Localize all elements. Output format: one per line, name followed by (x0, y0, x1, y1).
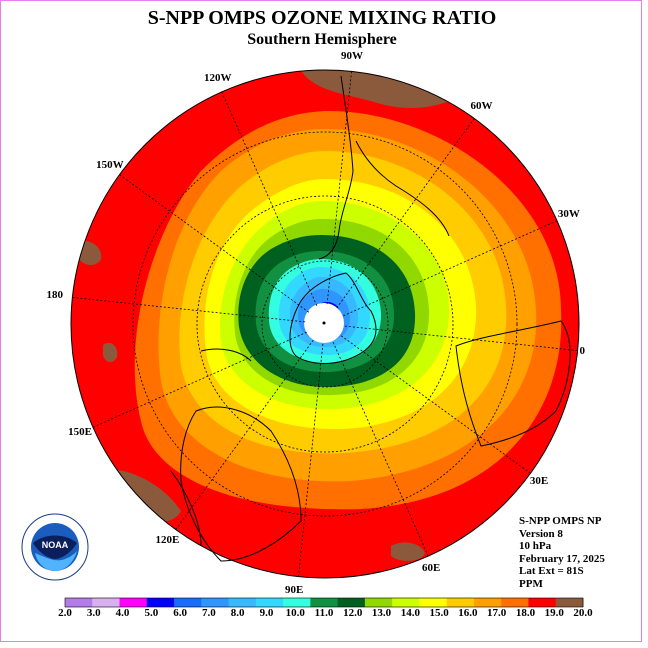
page-title: S-NPP OMPS OZONE MIXING RATIO (147, 7, 497, 29)
longitude-label: 120W (203, 72, 232, 85)
meridian-line (332, 342, 429, 557)
info-line: February 17, 2025 (519, 552, 605, 565)
colorbar-tick-label: 17.0 (487, 607, 507, 619)
colorbar-swatch (337, 598, 366, 607)
field-20ppm-patch (103, 342, 118, 363)
info-line: Lat Ext = 81S (519, 565, 584, 577)
colorbar-swatch (364, 598, 393, 607)
field-20ppm-patch (79, 240, 102, 265)
colorbar-swatch (146, 598, 175, 607)
meridian-line (175, 339, 314, 530)
colorbar-tick-label: 3.0 (86, 607, 101, 619)
meridians (72, 71, 578, 577)
colorbar-swatch (528, 598, 557, 607)
colorbar-swatch (201, 598, 230, 607)
meridian-line (92, 331, 307, 428)
graticule (132, 131, 518, 517)
colorbar-swatch (501, 598, 529, 607)
colorbar-swatch (65, 598, 93, 607)
meridian-line (221, 91, 318, 306)
meridian-line (72, 297, 306, 323)
coastlines (170, 75, 571, 562)
svg-text:NOAA: NOAA (42, 540, 69, 550)
longitude-label: 30E (529, 474, 549, 487)
longitude-label: 60E (422, 561, 441, 574)
colorbar-tick-label: 19.0 (544, 607, 564, 619)
colorbar-tick-label: 5.0 (144, 607, 159, 619)
colorbar-swatch (473, 598, 502, 607)
longitude-label: 0 (579, 345, 586, 357)
colorbar (64, 597, 584, 608)
colorbar-swatch (392, 598, 420, 607)
colorbar-tick-label: 10.0 (285, 607, 305, 619)
colorbar-swatch (255, 598, 284, 607)
colorbar-tick-label: 11.0 (314, 607, 334, 619)
map-border (70, 69, 580, 579)
meridian-line (119, 174, 310, 313)
colorbar-swatch (174, 598, 202, 607)
colorbar-swatch (419, 598, 448, 607)
colorbar-tick-label: 2.0 (58, 607, 72, 619)
colorbar-swatch (283, 598, 311, 607)
longitude-label: 60W (470, 100, 493, 113)
colorbar-tick-label: 18.0 (515, 607, 536, 619)
colorbar-tick-label: 7.0 (202, 607, 216, 619)
noaa-logo: NOAA (21, 513, 89, 586)
info-line: S-NPP OMPS NP (519, 515, 602, 527)
meridian-line (340, 335, 531, 474)
longitude-label: 180 (46, 288, 63, 301)
colorbar-tick-label: 12.0 (343, 607, 363, 619)
longitude-label: 30W (557, 207, 580, 220)
colorbar-tick-label: 14.0 (400, 607, 420, 619)
colorbar-tick-label: 15.0 (429, 607, 449, 619)
colorbar-swatch (555, 598, 584, 607)
colorbar-tick-label: 8.0 (230, 607, 245, 619)
meridian-line (343, 220, 558, 317)
field-20ppm-patch (391, 542, 425, 561)
info-block: S-NPP OMPS NP Version 8 10 hPa February … (519, 515, 605, 590)
colorbar-tick-label: 20.0 (573, 607, 593, 619)
longitude-label: 150E (68, 426, 92, 438)
colorbar-swatch (446, 598, 475, 607)
colorbar-tick-label: 16.0 (458, 607, 478, 619)
longitude-label: 90E (284, 583, 304, 596)
info-line: 10 hPa (519, 540, 552, 552)
colorbar-swatch (310, 598, 339, 607)
longitude-label: 150W (96, 159, 124, 172)
meridian-line (326, 71, 352, 305)
page-subtitle: Southern Hemisphere (247, 31, 397, 48)
colorbar-tick-label: 4.0 (115, 607, 130, 619)
info-line: Version 8 (519, 527, 563, 540)
longitude-label: 90W (341, 50, 363, 63)
colorbar-swatch (119, 598, 148, 607)
longitude-label: 120E (155, 533, 180, 546)
colorbar-swatch (228, 598, 257, 607)
colorbar-swatch (92, 598, 121, 607)
colorbar-tick-label: 9.0 (259, 607, 274, 619)
colorbar-tick-label: 13.0 (371, 607, 392, 619)
polar-map (64, 69, 584, 608)
meridian-line (336, 118, 475, 309)
info-line: PPM (519, 577, 543, 590)
meridian-line (298, 343, 324, 577)
colorbar-tick-label: 6.0 (173, 607, 187, 619)
meridian-line (344, 325, 578, 351)
